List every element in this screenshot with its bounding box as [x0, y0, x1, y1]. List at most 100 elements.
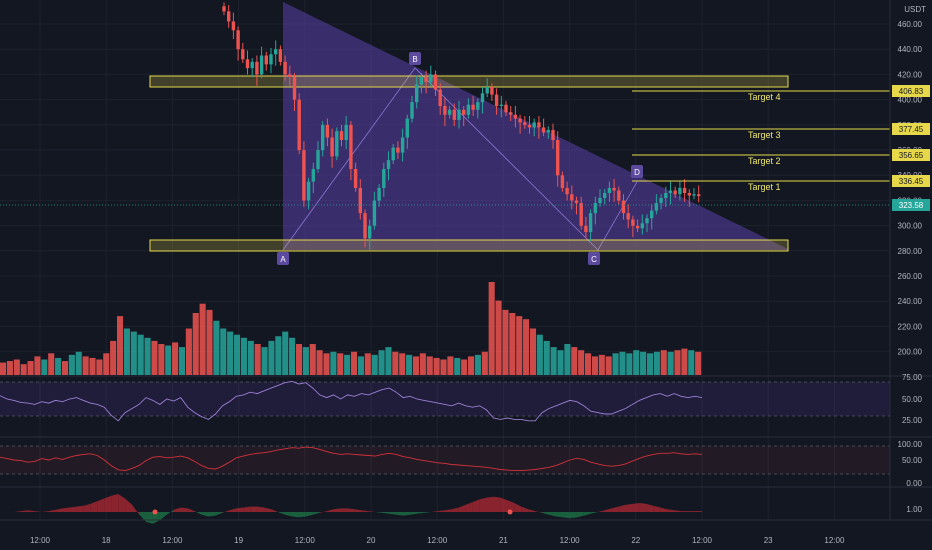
volume-bar	[399, 353, 406, 375]
volume-bar	[206, 309, 213, 375]
volume-bar	[454, 357, 461, 375]
volume-bar	[316, 350, 323, 375]
volume-bar	[660, 350, 667, 375]
candle-body	[344, 124, 348, 141]
oscillator-segment	[125, 498, 133, 512]
target-lines: Target 4 Target 3 Target 2 Target 1	[632, 90, 890, 192]
volume-bar	[240, 337, 247, 375]
candle-body	[659, 198, 663, 204]
volume-bar	[0, 362, 7, 375]
oscillator-segment	[333, 508, 341, 512]
candle-body	[433, 74, 438, 90]
candle-body	[476, 102, 480, 110]
candle-body	[509, 112, 513, 115]
candle-body	[504, 104, 508, 113]
candle-body	[269, 54, 273, 65]
volume-bar	[626, 353, 633, 375]
volume-bar	[378, 350, 385, 375]
oscillator-segment	[83, 503, 91, 512]
oscillator-segment	[111, 494, 119, 512]
volume-bar	[578, 350, 585, 375]
volume-bar	[371, 354, 378, 375]
target-1-price-tag: 336.45	[899, 177, 924, 186]
volume-bar	[488, 282, 495, 375]
oscillator-segment	[458, 504, 466, 512]
volume-bar	[688, 350, 695, 375]
candle-body	[640, 223, 644, 229]
pattern-point-labels: B A C D	[277, 52, 643, 265]
oscillator-segment	[215, 512, 223, 516]
volume-bar	[55, 357, 62, 375]
candle-body	[654, 203, 659, 211]
volume-bar	[419, 353, 426, 375]
oscillator-area	[13, 494, 702, 524]
candle-body	[283, 61, 287, 75]
candle-body	[635, 225, 640, 229]
volume-bar	[681, 348, 688, 375]
time-axis[interactable]: 12:00 18 12:00 19 12:00 20 12:00 21 12:00 22 12:00…	[0, 519, 932, 545]
candle-body	[452, 109, 456, 120]
oscillator-segment	[521, 506, 529, 512]
point-d-label: D	[634, 168, 640, 177]
candle-body	[443, 105, 447, 115]
resistance-zone	[149, 75, 789, 88]
candle-body	[513, 114, 518, 119]
oscillator-segment	[514, 503, 522, 512]
candle-body	[574, 200, 579, 204]
volume-bar	[68, 354, 75, 375]
time-tick-label: 23	[764, 536, 773, 545]
volume-bar	[323, 353, 330, 375]
oscillator-segment	[62, 507, 70, 512]
volume-bar	[550, 347, 557, 375]
oscillator-segment	[493, 496, 501, 512]
candle-body	[311, 169, 315, 182]
volume-bar	[509, 313, 516, 375]
candlestick-series	[222, 2, 701, 250]
candle-body	[288, 74, 292, 77]
oscillator-segment	[76, 505, 84, 512]
volume-bar	[282, 331, 289, 375]
time-tick-label: 19	[234, 536, 243, 545]
candle-body	[368, 225, 372, 239]
candle-body	[692, 194, 696, 196]
candle-body	[462, 109, 466, 115]
oscillator-segment	[695, 511, 702, 512]
candle-body	[541, 127, 546, 133]
oscillator-segment	[250, 506, 258, 512]
target-2-label: Target 2	[748, 156, 781, 166]
time-tick-label: 12:00	[560, 536, 581, 545]
volume-bar	[468, 356, 475, 375]
volume-bar	[275, 336, 282, 375]
oscillator-segment	[69, 506, 77, 512]
oscillator-segment	[236, 507, 244, 512]
oscillator-segment	[625, 503, 633, 512]
candle-body	[697, 194, 701, 197]
oscillator-segment	[556, 512, 563, 518]
volume-bar	[48, 353, 55, 375]
oscillator-segment	[340, 508, 348, 512]
volume-bar	[27, 361, 34, 375]
volume-bar	[213, 320, 220, 375]
candle-body	[396, 147, 400, 153]
time-tick-label: 12:00	[30, 536, 51, 545]
oscillator-segment	[688, 511, 696, 512]
oscillator-segment	[528, 509, 536, 512]
point-c-label: C	[591, 255, 597, 264]
candle-body	[297, 99, 301, 151]
candle-body	[264, 55, 268, 65]
oscillator-segment	[653, 505, 661, 512]
price-axis[interactable]: USDT 460.00440.00420.00400.00380.00360.0…	[889, 0, 930, 520]
oscillator-pane	[0, 486, 932, 524]
volume-bar	[385, 347, 392, 375]
volume-bar	[426, 356, 433, 375]
oscillator-segment	[264, 507, 272, 512]
volume-bar	[640, 351, 647, 375]
candle-body	[278, 49, 283, 62]
candle-body	[438, 89, 442, 106]
oscillator-segment	[48, 509, 56, 512]
target-2-price-tag: 356.65	[899, 151, 924, 160]
candle-body	[612, 187, 616, 191]
candle-body	[570, 194, 574, 201]
volume-bar	[695, 351, 702, 375]
